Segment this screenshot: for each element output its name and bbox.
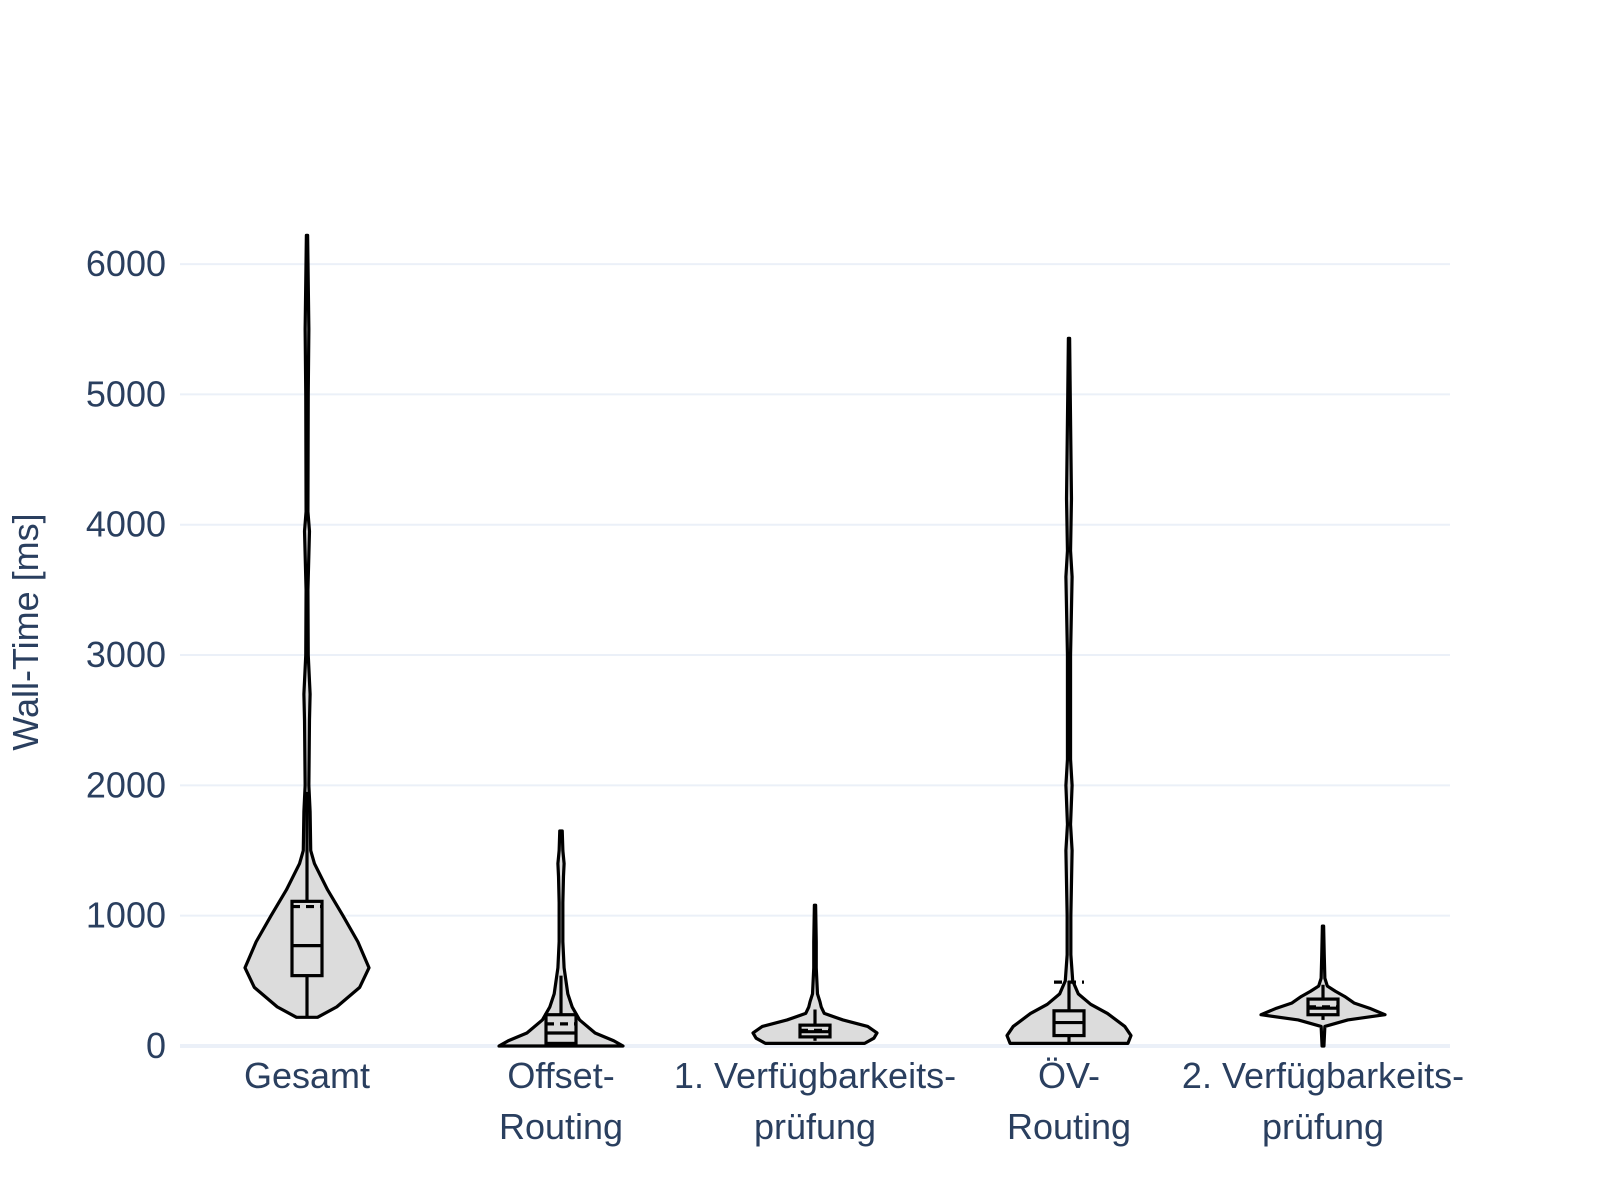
- x-tick-label-0-0: Gesamt: [244, 1055, 370, 1096]
- y-tick-label-5000: 5000: [86, 373, 166, 414]
- y-tick-label-6000: 6000: [86, 243, 166, 284]
- y-tick-label-0: 0: [146, 1025, 166, 1066]
- x-tick-label-3-1: Routing: [1007, 1106, 1131, 1147]
- y-tick-label-3000: 3000: [86, 634, 166, 675]
- violin-1: [497, 829, 625, 1048]
- x-tick-label-2-1: prüfung: [754, 1106, 876, 1147]
- y-tick-label-2000: 2000: [86, 764, 166, 805]
- violin-0: [243, 233, 371, 1019]
- y-tick-label-4000: 4000: [86, 504, 166, 545]
- x-tick-label-4-1: prüfung: [1262, 1106, 1384, 1147]
- x-tick-label-3-0: ÖV-: [1038, 1055, 1100, 1096]
- y-tick-label-1000: 1000: [86, 895, 166, 936]
- x-tick-label-4-0: 2. Verfügbarkeits-: [1182, 1055, 1464, 1096]
- iqr-box-0: [290, 899, 324, 978]
- x-tick-label-1-1: Routing: [499, 1106, 623, 1147]
- x-tick-label-2-0: 1. Verfügbarkeits-: [674, 1055, 956, 1096]
- iqr-box-1: [544, 1013, 578, 1045]
- violin-2: [751, 903, 879, 1045]
- x-tick-label-1-0: Offset-: [507, 1055, 614, 1096]
- violin-3: [1005, 336, 1133, 1045]
- y-axis-title: Wall-Time [ms]: [5, 513, 46, 750]
